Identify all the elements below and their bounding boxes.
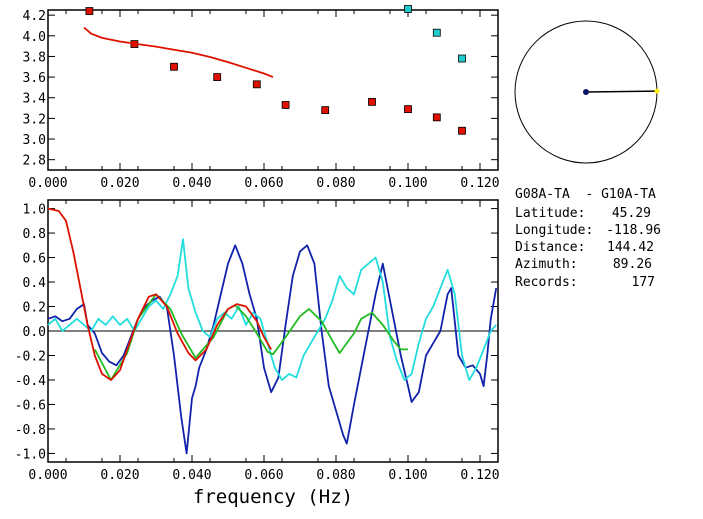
station-info: G08A-TA - G10A-TA Latitude: 45.29 Longit… [515, 187, 661, 290]
velocity-point [368, 97, 376, 106]
velocity-point [252, 80, 261, 89]
correlation-y-tick-label: -0.4 [15, 374, 46, 389]
velocity-x-tick-label: 0.120 [460, 176, 499, 191]
correlation-panel-ticks: 0.000 0.020 0.040 0.060 0.080 0.100 0.120 1.0 0.… [15, 200, 500, 483]
velocity-point [432, 28, 441, 37]
longitude-value: -118.96 [606, 223, 661, 238]
records-label: Records: [515, 275, 578, 290]
correlation-y-tick-label: 0.0 [23, 325, 46, 340]
velocity-x-tick-label: 0.000 [28, 176, 67, 191]
station-dot [583, 89, 589, 95]
velocity-point [85, 7, 94, 15]
velocity-point [281, 101, 290, 109]
azimuth-end-dot [654, 88, 660, 94]
latitude-label: Latitude: [515, 206, 585, 221]
correlation-y-tick-label: 0.6 [23, 252, 46, 267]
correlation-x-tick-label: 0.020 [100, 468, 139, 483]
correlation-x-tick-label: 0.000 [28, 468, 67, 483]
velocity-point [432, 113, 441, 122]
azimuth-line [585, 90, 658, 93]
velocity-y-tick-label: 3.2 [23, 112, 46, 127]
longitude-label: Longitude: [515, 223, 593, 238]
distance-label: Distance: [515, 240, 585, 255]
correlation-y-tick-label: 0.4 [23, 276, 47, 291]
velocity-point [458, 54, 466, 63]
azimuth-label: Azimuth: [515, 257, 578, 272]
records-value: 177 [632, 275, 655, 290]
correlation-y-tick-label: -1.0 [15, 447, 46, 462]
correlation-y-tick-label: -0.8 [15, 423, 46, 438]
velocity-y-tick-label: 3.6 [23, 71, 46, 86]
velocity-panel-ticks: 0.000 0.020 0.040 0.060 0.080 0.100 0.120 2.8 3.… [23, 9, 500, 191]
velocity-point [404, 105, 412, 113]
correlation-x-tick-label: 0.120 [460, 468, 499, 483]
correlation-y-tick-label: 1.0 [23, 203, 46, 218]
velocity-y-tick-label: 4.2 [23, 9, 46, 24]
velocity-point [458, 126, 466, 135]
azimuth-value: 89.26 [613, 257, 652, 272]
x-axis-label: frequency (Hz) [193, 486, 353, 508]
correlation-series-line-3 [47, 207, 272, 381]
velocity-y-tick-label: 4.0 [23, 30, 46, 45]
velocity-point [404, 5, 412, 13]
latitude-value: 45.29 [612, 206, 651, 221]
velocity-y-tick-label: 3.4 [23, 92, 47, 107]
velocity-x-tick-label: 0.100 [388, 176, 427, 191]
correlation-series-line-1 [47, 238, 497, 381]
velocity-panel-frame [47, 9, 499, 171]
correlation-panel: 0.000 0.020 0.040 0.060 0.080 0.100 0.120 1.0 0.… [15, 199, 500, 508]
velocity-x-tick-label: 0.080 [316, 176, 355, 191]
velocity-panel: 0.000 0.020 0.040 0.060 0.080 0.100 0.120 2.8 3.… [23, 5, 500, 191]
azimuth-circle [514, 20, 660, 164]
velocity-panel-marks [83, 5, 466, 135]
velocity-point [213, 73, 222, 81]
velocity-y-tick-label: 3.8 [23, 50, 46, 65]
correlation-x-tick-label: 0.100 [388, 468, 427, 483]
velocity-point [170, 62, 178, 71]
correlation-y-tick-label: -0.6 [15, 398, 46, 413]
velocity-y-tick-label: 3.0 [23, 133, 46, 148]
correlation-panel-marks [47, 207, 498, 455]
correlation-y-tick-label: 0.8 [23, 227, 46, 242]
velocity-x-tick-label: 0.060 [244, 176, 283, 191]
velocity-series-line-2 [83, 26, 274, 78]
correlation-series-line-0 [47, 244, 498, 455]
velocity-point [321, 106, 330, 115]
correlation-y-tick-label: 0.2 [23, 301, 46, 316]
velocity-y-tick-label: 2.8 [23, 154, 46, 169]
correlation-y-tick-label: -0.2 [15, 349, 46, 364]
velocity-x-tick-label: 0.040 [172, 176, 211, 191]
distance-value: 144.42 [607, 240, 654, 255]
correlation-x-tick-label: 0.040 [172, 468, 211, 483]
correlation-x-tick-label: 0.060 [244, 468, 283, 483]
station-pair-title: G08A-TA - G10A-TA [515, 187, 656, 202]
velocity-x-tick-label: 0.020 [100, 176, 139, 191]
correlation-x-tick-label: 0.080 [316, 468, 355, 483]
